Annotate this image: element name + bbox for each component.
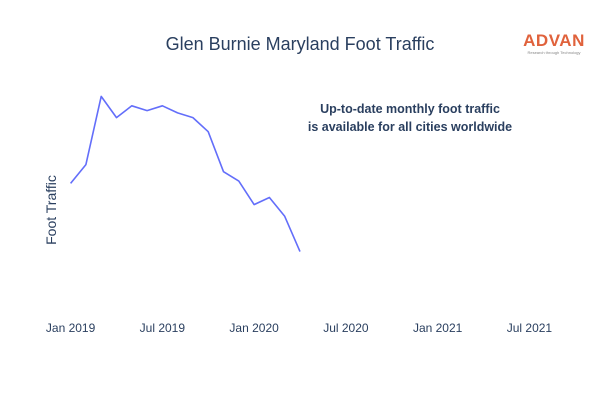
chart-annotation: Up-to-date monthly foot traffic is avail… [260,100,560,136]
logo-wordmark: ADVAN [523,31,585,50]
annotation-line-1: Up-to-date monthly foot traffic [320,102,500,116]
y-axis-label: Foot Traffic [43,175,59,245]
logo-tagline: Research through Technology [527,50,581,55]
x-tick-label: Jan 2020 [229,321,279,335]
annotation-line-2: is available for all cities worldwide [307,120,513,134]
x-tick-label: Jul 2021 [507,321,553,335]
x-tick-label: Jan 2021 [413,321,463,335]
advan-logo: ADVAN Research through Technology [518,32,590,58]
x-tick-label: Jul 2020 [323,321,369,335]
series-line [69,95,301,252]
x-tick-label: Jul 2019 [140,321,186,335]
x-tick-label: Jan 2019 [46,321,96,335]
chart-title: Glen Burnie Maryland Foot Traffic [165,34,435,54]
